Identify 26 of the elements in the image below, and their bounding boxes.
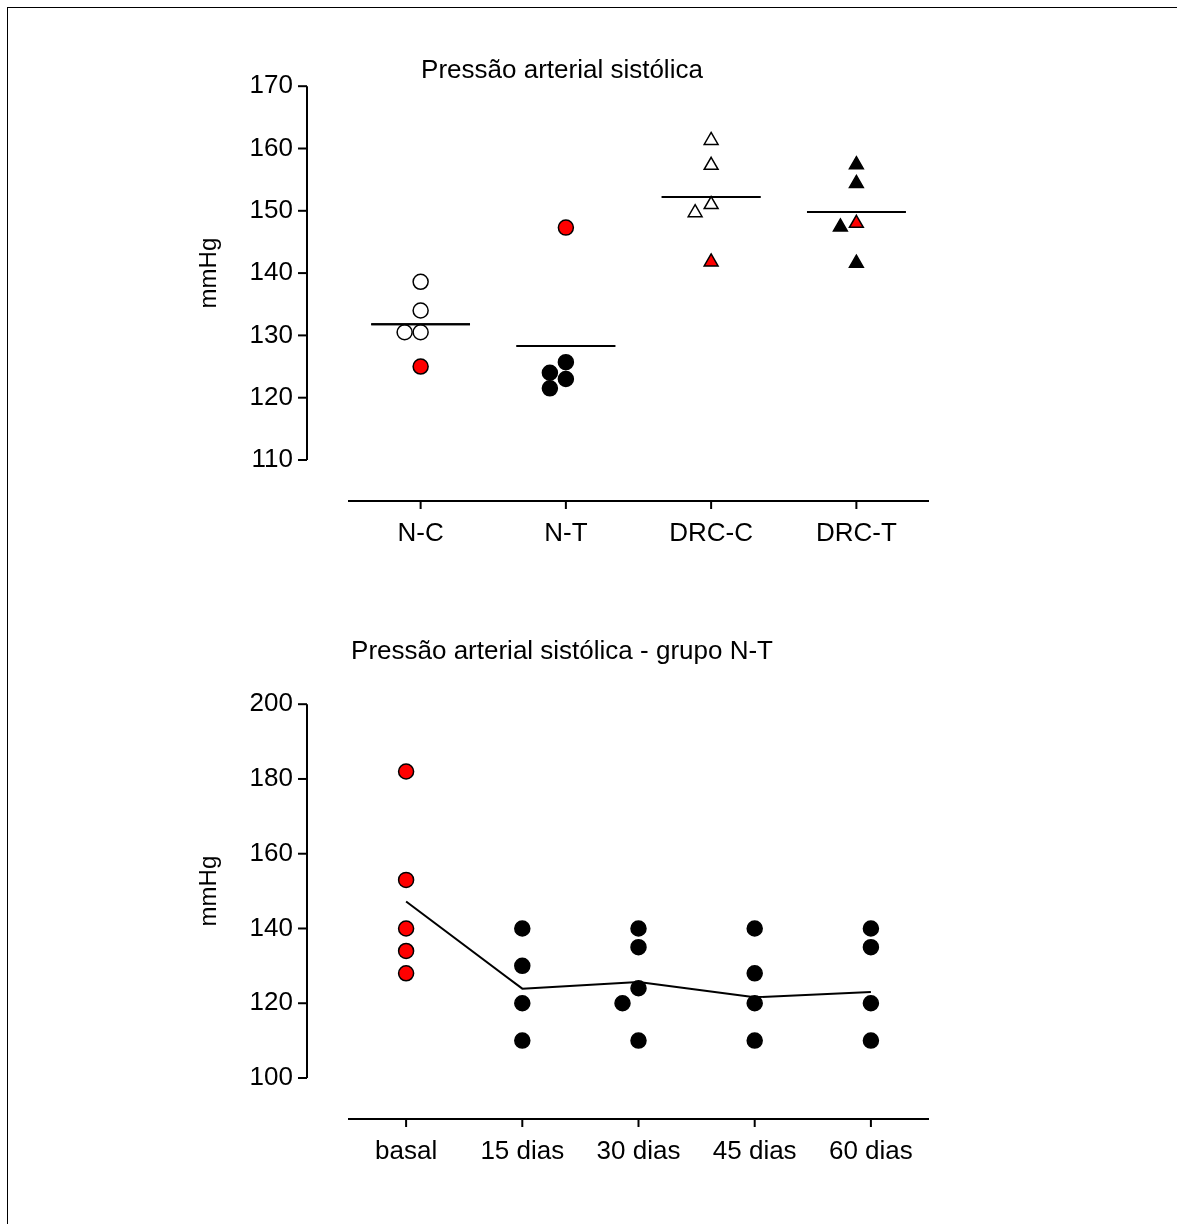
y-tick-label: 160 [249,836,293,867]
y-tick-label: 150 [249,193,293,224]
x-tick-label: DRC-T [815,516,897,547]
x-tick-label: 45 dias [712,1134,797,1165]
x-tick-label: 30 dias [596,1134,681,1165]
y-tick-label: 130 [249,318,293,349]
y-tick-label: 140 [249,911,293,942]
y-tick-label: 200 [249,687,293,718]
y-tick-label: 110 [251,443,293,474]
y-tick-label: 120 [249,986,293,1017]
y-tick-label: 140 [249,256,293,287]
y-tick-label: 180 [249,762,293,793]
y-tick-label: 100 [249,1061,293,1092]
y-axis-title: mmHg [194,237,222,309]
y-tick-label: 120 [249,380,293,411]
y-tick-label: 170 [249,69,293,100]
y-axis-title: mmHg [194,855,222,927]
chart-title: Pressão arterial sistólica - grupo N-T [351,634,774,665]
chart-title: Pressão arterial sistólica [421,53,704,84]
y-tick-label: 160 [249,131,293,162]
x-tick-label: 60 dias [828,1134,913,1165]
x-tick-label: basal [375,1134,438,1165]
x-tick-label: N-T [544,516,588,547]
x-tick-label: 15 dias [480,1134,565,1165]
x-tick-label: DRC-C [669,516,754,547]
x-tick-label: N-C [397,516,444,547]
